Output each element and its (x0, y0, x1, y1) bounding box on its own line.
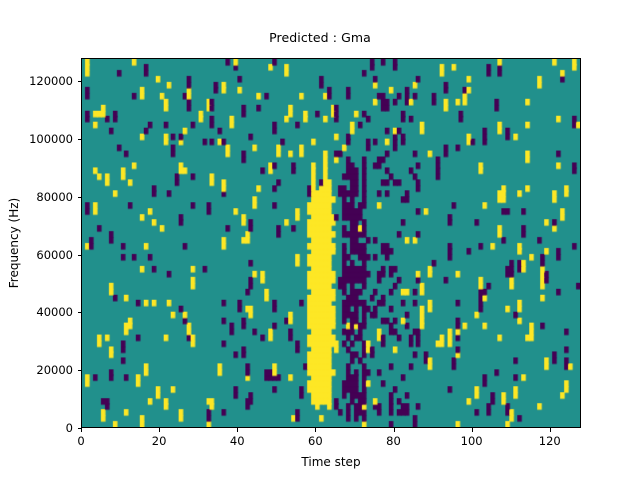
x-tick-label: 40 (229, 434, 245, 448)
x-tick-mark (81, 428, 82, 432)
y-tick-mark (77, 81, 81, 83)
y-tick-mark (77, 312, 81, 314)
y-tick-mark (77, 428, 81, 429)
y-tick-label: 60000 (36, 247, 73, 262)
x-tick-label: 0 (77, 434, 85, 448)
x-tick-mark (471, 428, 473, 432)
y-tick-label: 40000 (36, 305, 73, 320)
y-tick-label: 0 (65, 421, 73, 435)
x-tick-label: 20 (151, 434, 167, 448)
page-title: Predicted : Gma (269, 30, 371, 45)
x-tick-label: 100 (460, 434, 483, 448)
y-tick-label: 100000 (29, 131, 73, 146)
x-tick-mark (549, 428, 551, 432)
x-tick-mark (159, 428, 161, 432)
heatmap-axes[interactable] (81, 58, 581, 428)
y-tick-mark (77, 254, 81, 256)
y-tick-label: 80000 (36, 189, 73, 204)
x-tick-mark (393, 428, 395, 432)
y-axis-label: Frequency (Hz) (7, 197, 21, 289)
y-tick-label: 120000 (29, 74, 73, 89)
y-tick-mark (77, 196, 81, 198)
x-tick-label: 120 (538, 434, 561, 448)
x-tick-label: 60 (308, 434, 323, 448)
x-tick-label: 80 (386, 434, 401, 448)
x-axis-label: Time step (301, 455, 361, 469)
x-tick-mark (315, 428, 317, 432)
x-tick-mark (237, 428, 239, 432)
heatmap-image (82, 59, 580, 427)
y-tick-mark (77, 370, 81, 372)
y-tick-label: 20000 (36, 363, 73, 378)
y-tick-mark (77, 138, 81, 140)
